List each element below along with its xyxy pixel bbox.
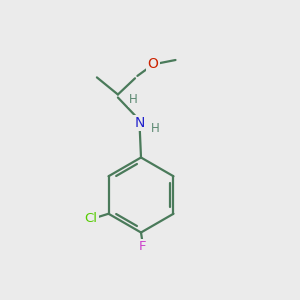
Text: F: F <box>139 240 146 254</box>
Text: Cl: Cl <box>85 212 98 225</box>
Text: O: O <box>148 58 158 71</box>
Text: H: H <box>151 122 160 135</box>
Text: N: N <box>134 116 145 130</box>
Text: H: H <box>129 93 138 106</box>
